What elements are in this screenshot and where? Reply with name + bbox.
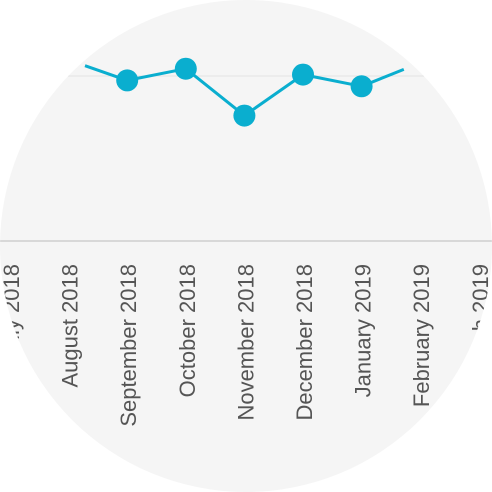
x-tick-label: October 2018 <box>175 264 200 397</box>
data-point[interactable] <box>350 75 373 98</box>
x-tick-label: March 2019 <box>468 264 492 380</box>
data-point[interactable] <box>116 69 139 92</box>
x-tick-label: August 2018 <box>58 264 83 388</box>
data-point[interactable] <box>174 57 197 80</box>
data-point[interactable] <box>233 104 256 127</box>
x-tick-label: November 2018 <box>233 264 258 421</box>
x-tick-label: July 2018 <box>0 264 24 358</box>
data-point[interactable] <box>292 63 314 86</box>
x-tick-label: September 2018 <box>116 264 141 427</box>
x-tick-label: January 2019 <box>351 264 376 397</box>
x-tick-label: February 2019 <box>409 264 434 407</box>
series-layer <box>84 57 405 127</box>
x-tick-label: December 2018 <box>292 264 317 421</box>
